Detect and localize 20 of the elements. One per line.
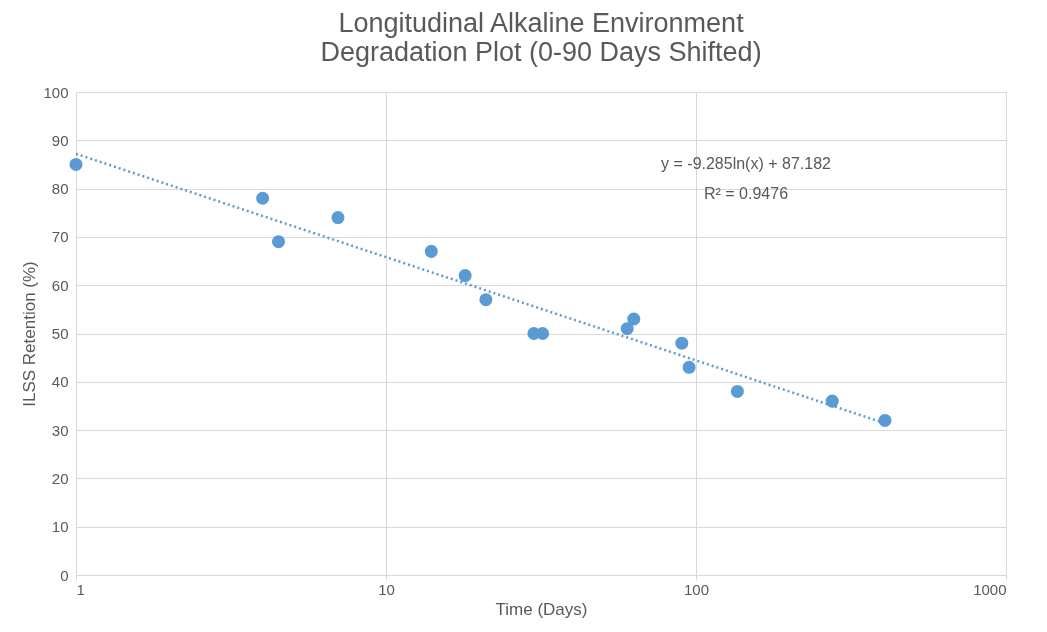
x-tick-label: 1 <box>76 580 85 598</box>
y-tick-label: 80 <box>51 180 69 198</box>
chart-title: Longitudinal Alkaline Environment Degradation Plot (0-90 Days Shifted) <box>320 8 762 67</box>
x-tick-label: 10 <box>378 580 395 598</box>
x-axis-title: Time (Days) <box>495 599 588 619</box>
y-tick-label: 50 <box>51 325 69 342</box>
y-tick-label: 60 <box>51 276 69 294</box>
x-tick-label: 1000 <box>973 580 1007 598</box>
y-tick-label: 40 <box>51 373 69 391</box>
y-tick-label: 90 <box>51 131 69 149</box>
y-tick-label: 100 <box>43 83 69 101</box>
y-tick-label: 20 <box>51 469 69 487</box>
annotation: y = -9.285ln(x) + 87.182 <box>661 155 832 172</box>
annotation: R² = 0.9476 <box>703 185 789 202</box>
y-tick-label: 30 <box>51 421 69 439</box>
y-tick-label: 0 <box>60 566 69 584</box>
y-axis-title: ILSS Retention (%) <box>20 261 40 407</box>
y-tick-label: 70 <box>51 228 69 246</box>
x-tick-label: 100 <box>683 580 710 598</box>
y-tick-label: 10 <box>51 518 69 536</box>
